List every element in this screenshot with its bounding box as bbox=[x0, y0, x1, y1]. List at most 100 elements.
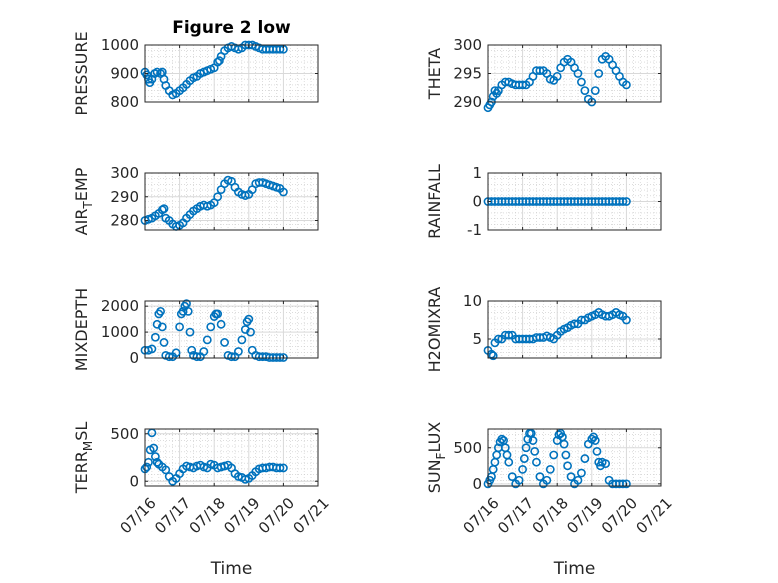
x-tick-label: 07/20 bbox=[598, 494, 641, 537]
y-tick-label: 0 bbox=[129, 472, 139, 490]
data-point bbox=[152, 457, 162, 467]
y-tick-label: -1 bbox=[467, 221, 482, 239]
data-point bbox=[150, 452, 160, 461]
y-tick-label: 900 bbox=[110, 65, 139, 83]
data-series bbox=[140, 40, 288, 100]
axes-box bbox=[487, 300, 662, 359]
data-point bbox=[227, 352, 236, 362]
y-tick-label: 1000 bbox=[101, 36, 139, 54]
data-point bbox=[492, 450, 502, 460]
y-tick-label: 295 bbox=[453, 65, 482, 83]
x-tick-label: 07/17 bbox=[494, 494, 537, 537]
data-point bbox=[157, 322, 167, 332]
data-point bbox=[149, 443, 159, 453]
data-point bbox=[532, 457, 541, 467]
data-point bbox=[202, 335, 212, 345]
data-point bbox=[150, 332, 160, 342]
data-point bbox=[493, 334, 503, 344]
data-point bbox=[580, 86, 590, 95]
data-point bbox=[159, 204, 169, 214]
y-axis-label: H2OMIXRA bbox=[425, 287, 444, 373]
x-tick-label: 07/19 bbox=[563, 494, 606, 537]
data-point bbox=[497, 434, 507, 444]
y-tick-label: 290 bbox=[110, 188, 139, 206]
data-point bbox=[275, 463, 285, 473]
data-point bbox=[216, 319, 226, 329]
data-point bbox=[159, 338, 169, 347]
data-point bbox=[622, 80, 631, 90]
data-point bbox=[592, 446, 602, 456]
data-point bbox=[237, 335, 247, 345]
y-axis-label: TERRMSL bbox=[72, 422, 95, 495]
data-point bbox=[618, 197, 628, 206]
y-tick-label: 290 bbox=[453, 93, 482, 111]
data-point bbox=[142, 462, 152, 472]
data-point bbox=[213, 309, 223, 319]
data-series bbox=[483, 197, 631, 206]
data-point bbox=[552, 71, 562, 81]
data-point bbox=[183, 306, 193, 316]
data-point bbox=[278, 353, 288, 362]
axes-box bbox=[487, 428, 662, 487]
y-tick-label: 10 bbox=[463, 292, 482, 310]
data-point bbox=[278, 463, 288, 473]
data-point bbox=[182, 299, 191, 308]
data-point bbox=[502, 450, 512, 460]
y-tick-label: 300 bbox=[453, 36, 482, 54]
y-axis-label: AIRTEMP bbox=[72, 167, 95, 235]
data-point bbox=[220, 338, 229, 347]
data-point bbox=[171, 348, 181, 358]
x-tick-label: 07/19 bbox=[220, 494, 263, 537]
data-point bbox=[542, 475, 552, 485]
data-point bbox=[561, 450, 571, 460]
x-axis-label: Time bbox=[210, 559, 253, 579]
data-point bbox=[504, 330, 514, 340]
data-point bbox=[156, 306, 165, 316]
data-point bbox=[535, 472, 545, 482]
axes-box bbox=[144, 428, 319, 487]
data-point bbox=[278, 187, 288, 197]
data-point bbox=[549, 450, 559, 460]
x-axis-label: Time bbox=[553, 559, 596, 579]
y-tick-label: 1000 bbox=[101, 323, 139, 341]
y-axis-label: THETA bbox=[425, 48, 444, 100]
subplot-air-temp: 280 290 300 AIRTEMP bbox=[72, 164, 319, 235]
data-point bbox=[518, 465, 527, 474]
data-point bbox=[192, 352, 202, 362]
axes-box bbox=[144, 172, 319, 231]
subplot-h2omixra: 5 10 H2OMIXRA bbox=[425, 287, 662, 373]
data-point bbox=[590, 86, 600, 95]
y-tick-label: 2000 bbox=[101, 297, 139, 315]
subplot-theta: 290 295 300 THETA bbox=[425, 36, 662, 113]
data-point bbox=[213, 192, 223, 202]
y-tick-label: 0 bbox=[472, 475, 482, 493]
data-point bbox=[570, 319, 579, 329]
y-tick-label: 0 bbox=[472, 193, 482, 211]
data-point bbox=[488, 351, 498, 361]
y-tick-label: 500 bbox=[453, 439, 482, 457]
y-tick-label: 500 bbox=[110, 425, 139, 443]
axes-box bbox=[144, 300, 319, 359]
data-point bbox=[594, 69, 604, 78]
y-tick-label: 5 bbox=[472, 330, 482, 348]
x-tick-label: 07/20 bbox=[255, 494, 298, 537]
data-point bbox=[504, 457, 514, 467]
data-point bbox=[206, 322, 216, 332]
data-point bbox=[244, 314, 254, 324]
data-point bbox=[147, 344, 157, 354]
data-point bbox=[559, 439, 569, 449]
data-point bbox=[622, 197, 631, 206]
data-point bbox=[185, 327, 195, 337]
data-point bbox=[164, 352, 174, 362]
data-point bbox=[488, 465, 498, 474]
y-axis-label: MIXDEPTH bbox=[72, 288, 91, 371]
subplot-pressure: 800 900 1000 PRESSURE Figure 2 low bbox=[72, 18, 319, 116]
data-point bbox=[199, 347, 209, 356]
data-series bbox=[140, 428, 288, 486]
x-tick-label: 07/18 bbox=[186, 494, 229, 537]
data-point bbox=[528, 436, 538, 445]
x-tick-label: 07/16 bbox=[116, 494, 159, 537]
